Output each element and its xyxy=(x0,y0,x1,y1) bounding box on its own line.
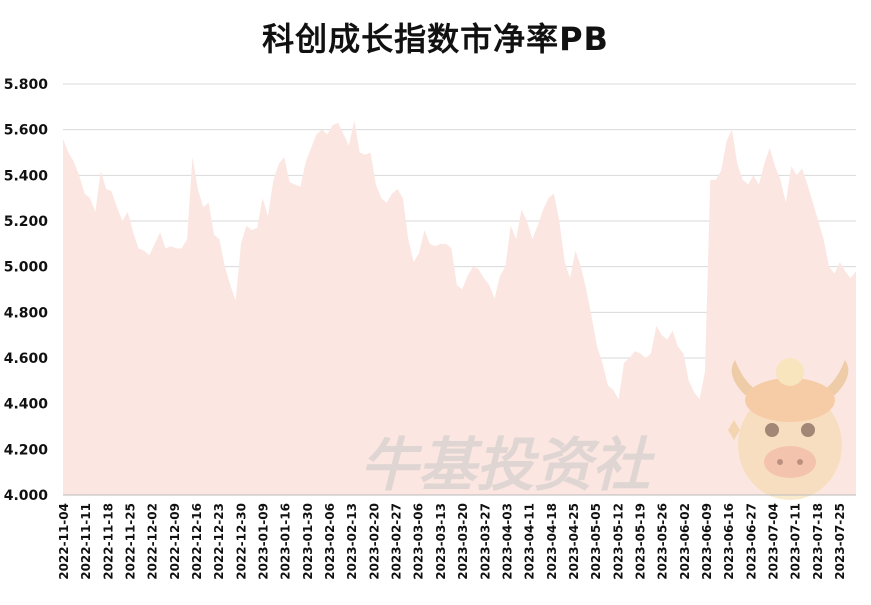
watermark: 牛基投资社 xyxy=(360,358,849,500)
x-tick-label: 2023-01-16 xyxy=(279,503,293,580)
x-tick-label: 2023-05-26 xyxy=(656,503,670,580)
x-tick-label: 2022-12-02 xyxy=(146,503,160,580)
x-tick-label: 2023-03-27 xyxy=(478,503,492,580)
watermark-text: 牛基投资社 xyxy=(360,431,656,499)
x-tick-label: 2023-02-20 xyxy=(367,503,381,580)
x-tick-label: 2023-07-25 xyxy=(833,503,847,580)
chart-title: 科创成长指数市净率PB xyxy=(262,20,609,58)
y-tick-label: 4.800 xyxy=(4,305,49,321)
y-tick-label: 5.800 xyxy=(4,77,49,93)
pb-area xyxy=(63,120,856,495)
x-tick-label: 2023-07-18 xyxy=(811,503,825,580)
x-tick-label: 2023-03-13 xyxy=(434,503,448,580)
y-tick-label: 4.400 xyxy=(4,397,49,413)
x-tick-label: 2023-06-02 xyxy=(678,503,692,580)
x-tick-label: 2022-12-30 xyxy=(234,503,248,580)
x-tick-label: 2023-07-04 xyxy=(766,503,780,580)
x-tick-label: 2023-06-09 xyxy=(700,503,714,580)
x-tick-label: 2023-01-30 xyxy=(301,503,315,580)
cartoon-bull-mascot-icon xyxy=(728,358,849,500)
y-tick-label: 4.000 xyxy=(4,488,49,504)
y-tick-label: 4.600 xyxy=(4,351,49,367)
x-tick-label: 2023-07-11 xyxy=(789,503,803,580)
area-series xyxy=(63,120,856,495)
x-tick-label: 2023-04-11 xyxy=(523,503,537,580)
x-tick-label: 2023-02-06 xyxy=(323,503,337,580)
x-tick-label: 2023-03-06 xyxy=(412,503,426,580)
x-tick-label: 2023-05-19 xyxy=(633,503,647,580)
x-tick-label: 2023-02-13 xyxy=(345,503,359,580)
x-tick-label: 2023-02-27 xyxy=(390,503,404,580)
y-tick-label: 5.400 xyxy=(4,168,49,184)
x-tick-label: 2022-12-16 xyxy=(190,503,204,580)
x-tick-label: 2023-04-03 xyxy=(500,503,514,580)
x-tick-label: 2022-11-25 xyxy=(124,503,138,580)
x-tick-label: 2023-06-16 xyxy=(722,503,736,580)
y-tick-label: 5.200 xyxy=(4,214,49,230)
y-tick-label: 4.200 xyxy=(4,442,49,458)
x-tick-label: 2023-03-20 xyxy=(456,503,470,580)
y-tick-label: 5.600 xyxy=(4,123,49,139)
x-tick-label: 2023-05-05 xyxy=(589,503,603,580)
axes: 4.000 4.200 4.400 4.600 4.800 5.000 5.200 5.400… xyxy=(4,77,856,580)
x-tick-label: 2023-04-18 xyxy=(545,503,559,580)
x-tick-label: 2023-05-12 xyxy=(611,503,625,580)
x-tick-label: 2023-01-09 xyxy=(257,503,271,580)
x-tick-label: 2022-12-09 xyxy=(168,503,182,580)
x-tick-label: 2022-11-11 xyxy=(79,503,93,580)
x-tick-label: 2022-11-18 xyxy=(101,503,115,580)
x-tick-label: 2022-11-04 xyxy=(57,503,71,580)
x-tick-label: 2023-06-27 xyxy=(744,503,758,580)
y-tick-label: 5.000 xyxy=(4,260,49,276)
x-tick-label: 2023-04-25 xyxy=(567,503,581,580)
x-tick-label: 2022-12-23 xyxy=(212,503,226,580)
